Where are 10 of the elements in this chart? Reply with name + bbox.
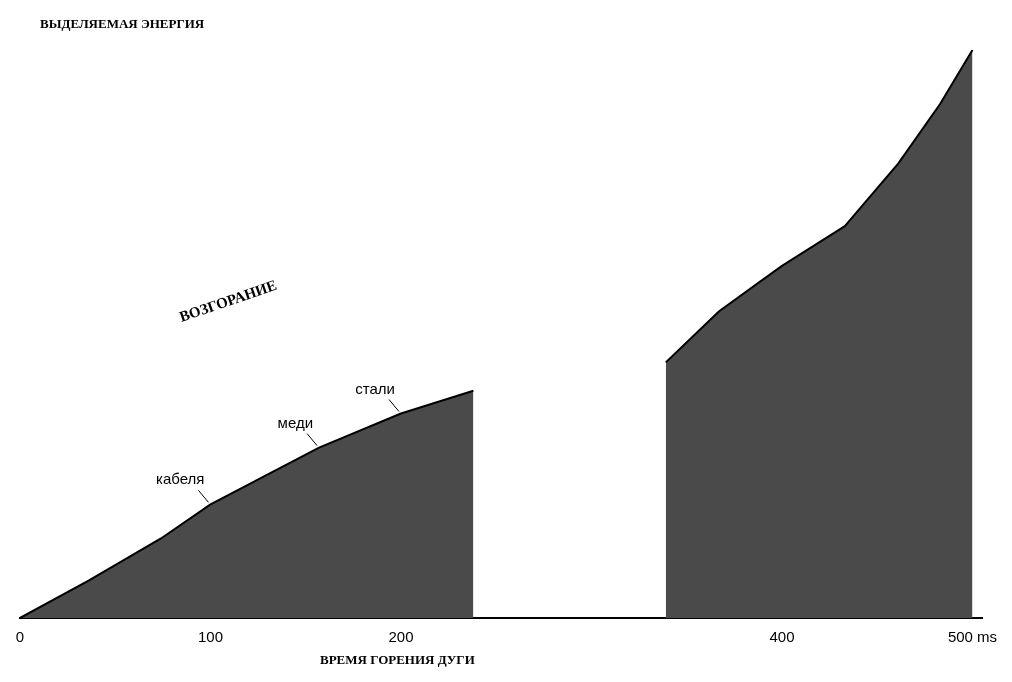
x-tick-label: 100 [197,628,224,646]
x-tick-label: 200 [388,628,414,646]
annotation: стали [355,379,395,397]
x-axis-title: ВРЕМЯ ГОРЕНИЯ ДУГИ [320,652,475,668]
annotation: меди [277,413,314,431]
annotation: кабеля [156,470,205,488]
x-tick-label: 500 ms [947,628,998,646]
x-tick-label: 0 [15,628,25,646]
x-tick-label: 400 [769,628,795,646]
y-axis-title: ВЫДЕЛЯЕМАЯ ЭНЕРГИЯ [40,16,205,32]
